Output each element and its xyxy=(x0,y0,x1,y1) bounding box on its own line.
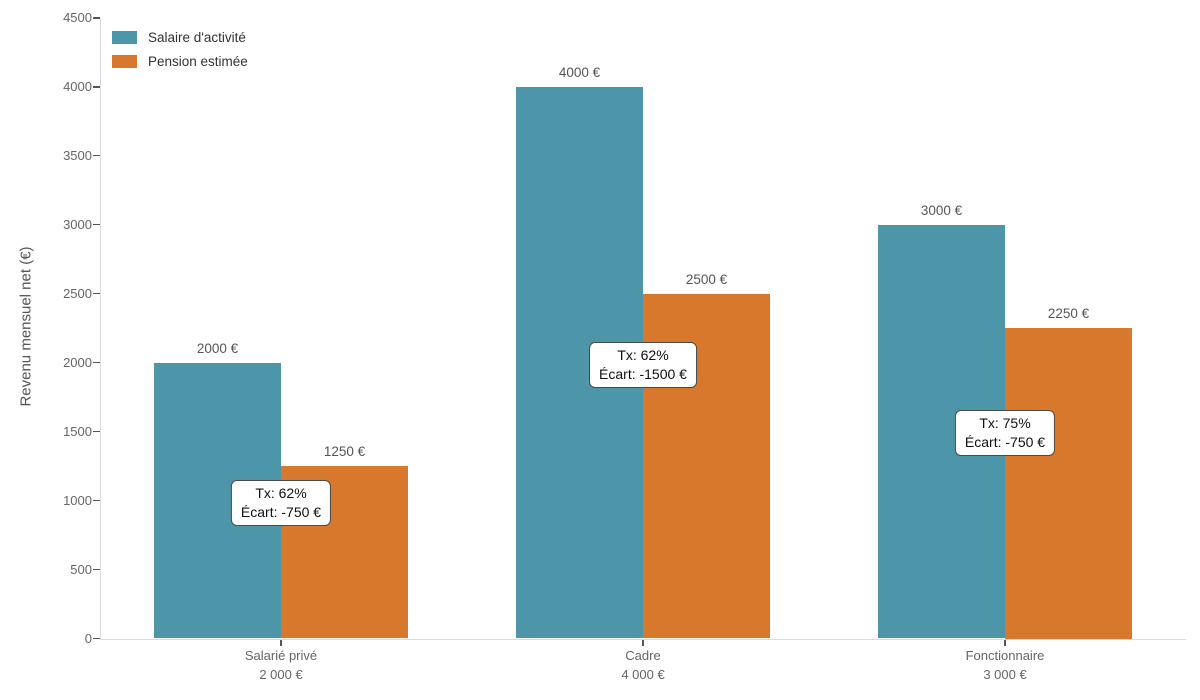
legend-item: Salaire d'activité xyxy=(112,30,248,45)
x-category-label: Salarié privé 2 000 € xyxy=(171,646,391,684)
bar-value-label: 3000 € xyxy=(920,202,963,218)
y-tick-label: 2000 xyxy=(63,354,92,370)
x-tick-mark xyxy=(642,639,644,646)
y-tick-mark xyxy=(93,568,100,571)
x-category-value: 3 000 € xyxy=(983,667,1027,682)
y-tick-label: 1500 xyxy=(63,423,92,439)
x-category-value: 2 000 € xyxy=(259,667,303,682)
annotation-line: Écart: -750 € xyxy=(240,503,322,520)
y-tick-mark xyxy=(93,155,100,157)
y-tick-label: 0 xyxy=(84,630,92,646)
annotation-box: Tx: 75% Écart: -750 € xyxy=(954,410,1056,457)
annotation-line: Tx: 62% xyxy=(255,484,307,501)
annotation-box: Tx: 62% Écart: -1500 € xyxy=(589,342,697,389)
y-tick-label: 2500 xyxy=(63,285,92,301)
annotation-line: Écart: -1500 € xyxy=(599,366,687,383)
y-tick-mark xyxy=(93,500,100,502)
y-tick-label: 1000 xyxy=(63,492,92,508)
bar-value-label: 2500 € xyxy=(685,271,728,287)
y-tick-mark xyxy=(93,362,100,364)
y-tick-label: 500 xyxy=(70,561,92,577)
y-tick-mark xyxy=(93,637,100,640)
y-tick-label: 4000 xyxy=(63,78,92,94)
bar-pension xyxy=(1005,328,1132,639)
x-category-name: Cadre xyxy=(625,648,661,663)
x-category-label: Cadre 4 000 € xyxy=(533,646,753,684)
x-category-value: 4 000 € xyxy=(621,667,665,682)
x-category-name: Salarié privé xyxy=(244,648,318,663)
legend-swatch xyxy=(112,31,137,44)
annotation-line: Écart: -750 € xyxy=(964,434,1046,451)
bar-value-label: 2000 € xyxy=(196,340,239,356)
y-tick-mark xyxy=(93,86,100,88)
x-category-name: Fonctionnaire xyxy=(965,648,1045,663)
annotation-line: Tx: 62% xyxy=(617,347,669,364)
x-tick-mark xyxy=(1004,639,1006,646)
legend-swatch xyxy=(112,55,137,68)
y-tick-mark xyxy=(93,293,100,295)
y-axis-line xyxy=(100,18,101,640)
bar-value-label: 1250 € xyxy=(323,444,366,460)
legend-label: Salaire d'activité xyxy=(148,30,246,45)
x-axis-line xyxy=(100,638,1186,640)
y-tick-mark xyxy=(93,431,100,433)
annotation-box: Tx: 62% Écart: -750 € xyxy=(230,479,332,526)
bar-value-label: 2250 € xyxy=(1047,306,1090,322)
y-tick-label: 3500 xyxy=(63,147,92,163)
legend-item: Pension estimée xyxy=(112,54,248,69)
legend-label: Pension estimée xyxy=(148,54,248,69)
y-tick-label: 3000 xyxy=(63,216,92,232)
y-tick-mark xyxy=(93,17,100,19)
x-tick-mark xyxy=(280,639,282,646)
annotation-line: Tx: 75% xyxy=(979,415,1031,432)
x-category-label: Fonctionnaire 3 000 € xyxy=(895,646,1115,684)
bar-value-label: 4000 € xyxy=(558,64,601,80)
legend: Salaire d'activité Pension estimée xyxy=(112,30,248,69)
y-tick-label: 4500 xyxy=(63,10,92,25)
y-tick-mark xyxy=(93,224,100,226)
